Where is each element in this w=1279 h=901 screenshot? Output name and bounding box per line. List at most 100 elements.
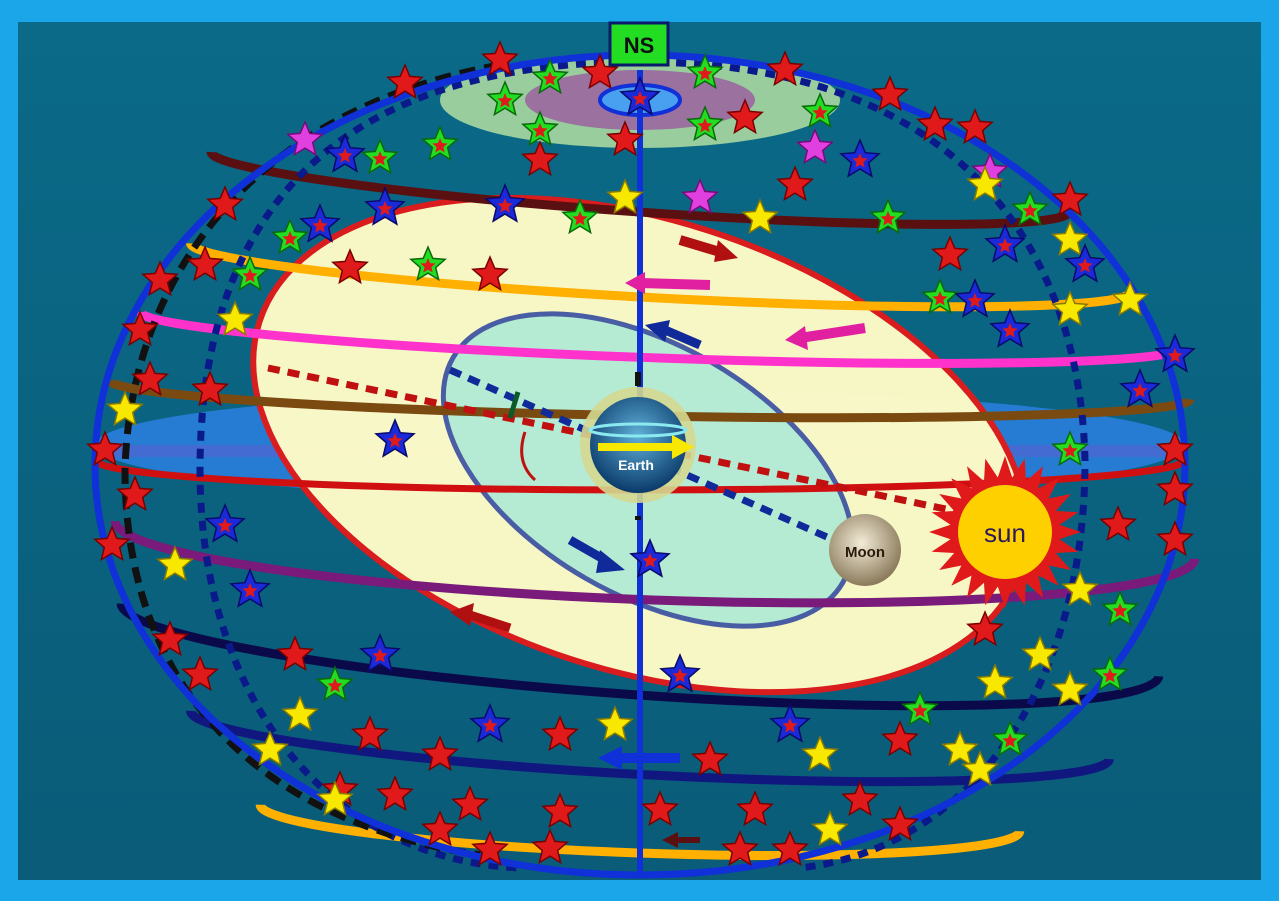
red-star	[726, 98, 764, 135]
earth-latitude-line	[588, 422, 688, 438]
star-center	[1002, 323, 1018, 338]
red-star	[881, 720, 919, 757]
yellow-star	[1021, 635, 1059, 672]
yellow-star	[1051, 290, 1089, 327]
red-star	[771, 830, 809, 867]
red-star	[276, 635, 314, 672]
red-star	[1051, 180, 1089, 217]
inclination-arc	[520, 431, 537, 482]
star-center	[542, 71, 558, 86]
yellow-star	[801, 735, 839, 772]
yellow-star	[811, 810, 849, 847]
yellow-star	[1051, 220, 1089, 257]
red-star	[181, 655, 219, 692]
moon	[829, 514, 901, 586]
red-star	[521, 140, 559, 177]
star-field	[86, 40, 1196, 867]
red-star	[451, 785, 489, 822]
yellow-star	[606, 178, 644, 215]
magenta-star	[796, 128, 834, 165]
red-star	[141, 260, 179, 297]
star-center	[967, 293, 983, 308]
star-center	[880, 211, 896, 226]
red-star	[531, 828, 569, 865]
red-star	[121, 310, 159, 347]
yellow-star	[976, 663, 1014, 700]
red-star	[541, 715, 579, 752]
angle-tick	[507, 391, 521, 419]
red-star	[421, 810, 459, 847]
yellow-star	[1051, 670, 1089, 707]
red-star	[691, 740, 729, 777]
yellow-star	[961, 750, 999, 787]
red-star	[376, 775, 414, 812]
red-star	[641, 790, 679, 827]
star-center	[1002, 733, 1018, 748]
star-center	[932, 291, 948, 306]
red-star	[1156, 430, 1194, 467]
star-center	[312, 218, 328, 233]
red-star	[916, 105, 954, 142]
red-star	[471, 830, 509, 867]
star-center	[812, 105, 828, 120]
star-center	[420, 258, 436, 273]
yellow-star	[316, 780, 354, 817]
star-center	[387, 433, 403, 448]
star-center	[337, 148, 353, 163]
latitude-band	[110, 520, 1200, 608]
star-center	[1132, 383, 1148, 398]
north-marker-box	[608, 21, 670, 67]
star-center	[997, 238, 1013, 253]
red-star	[1156, 520, 1194, 557]
left-meridian-dashed	[196, 58, 641, 872]
red-star	[776, 165, 814, 202]
red-star	[841, 780, 879, 817]
red-star	[93, 525, 131, 562]
magenta-star	[681, 178, 719, 215]
star-center	[327, 678, 343, 693]
star-center	[217, 518, 233, 533]
magenta-star	[286, 120, 324, 157]
red-star	[721, 830, 759, 867]
yellow-star	[966, 165, 1004, 202]
star-center	[242, 583, 258, 598]
yellow-star	[106, 390, 144, 427]
star-center	[697, 118, 713, 133]
yellow-star	[741, 198, 779, 235]
sun-label: sun	[984, 518, 1026, 548]
red-star	[956, 108, 994, 145]
star-center	[497, 93, 513, 108]
red-star	[386, 63, 424, 100]
red-star	[186, 245, 224, 282]
moon-axis-line	[448, 366, 847, 549]
star-center	[852, 153, 868, 168]
red-star	[206, 185, 244, 222]
yellow-star	[596, 705, 634, 742]
yellow-star	[281, 695, 319, 732]
star-center	[642, 553, 658, 568]
red-star	[766, 50, 804, 87]
star-center	[532, 123, 548, 138]
red-star	[116, 475, 154, 512]
star-center	[572, 211, 588, 226]
red-star	[581, 53, 619, 90]
red-star	[351, 715, 389, 752]
red-star	[966, 610, 1004, 647]
yellow-star	[251, 730, 289, 767]
earth-arrow-head	[672, 435, 694, 459]
yellow-star	[941, 730, 979, 767]
red-star	[331, 248, 369, 285]
yellow-star	[156, 545, 194, 582]
red-star	[736, 790, 774, 827]
left-black-meridian	[121, 61, 501, 859]
moon-label: Moon	[845, 544, 885, 561]
red-star	[871, 75, 909, 112]
earth-label: Earth	[618, 457, 654, 473]
star-center	[497, 198, 513, 213]
latitude-band	[135, 309, 1185, 368]
red-star	[541, 792, 579, 829]
red-star	[1099, 505, 1137, 542]
red-star	[191, 370, 229, 407]
